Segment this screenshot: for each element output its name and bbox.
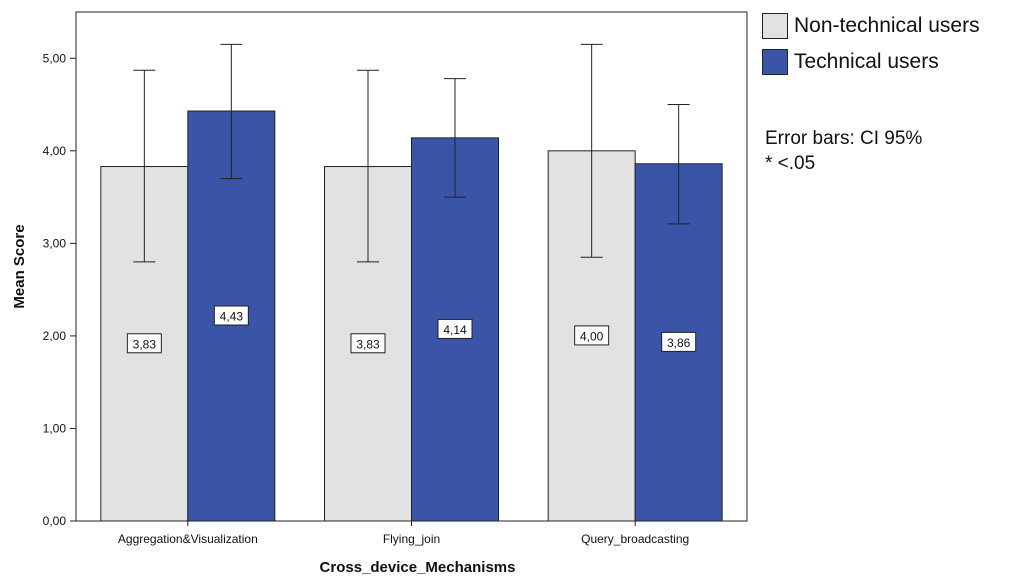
y-axis-ticks: 0,00 1,00 2,00 3,00 4,00 5,00 [43, 51, 76, 528]
y-tick-label: 1,00 [43, 421, 67, 435]
significance-note: * <.05 [765, 153, 816, 174]
y-tick-label: 4,00 [43, 144, 67, 158]
legend-label-technical: Technical users [794, 50, 939, 73]
bars [100, 110, 723, 522]
value-labels: 3,83 4,43 3,83 4,14 4,00 3,86 [126, 305, 697, 354]
value-label-box [437, 318, 473, 339]
value-label-box [661, 331, 697, 352]
chart-note: Error bars: CI 95% * <.05 [765, 126, 922, 176]
value-label-box [574, 325, 610, 346]
bar-chart: 0,00 1,00 2,00 3,00 4,00 5,00 3,83 4,43 3,83 4,1… [11, 11, 748, 576]
legend-item-technical: Technical users [762, 44, 980, 80]
legend-swatch-non-technical [762, 13, 788, 39]
value-label-box [213, 305, 249, 326]
x-tick-label: Query_broadcasting [581, 532, 689, 546]
y-tick-label: 2,00 [43, 329, 67, 343]
value-label: 3,86 [667, 336, 691, 350]
value-label-box [350, 333, 386, 354]
x-axis-label: Cross_device_Mechanisms [320, 559, 516, 576]
value-label: 4,43 [220, 310, 244, 324]
value-label: 3,83 [356, 337, 380, 351]
y-tick-label: 0,00 [43, 514, 67, 528]
value-label: 4,14 [443, 323, 467, 337]
y-tick-label: 5,00 [43, 51, 67, 65]
legend: Non-technical users Technical users [762, 8, 980, 80]
y-axis-label: Mean Score [11, 224, 28, 308]
value-label-box [126, 333, 162, 354]
error-bars [133, 43, 690, 263]
legend-label-non-technical: Non-technical users [794, 14, 980, 37]
x-tick-label: Aggregation&Visualization [118, 532, 258, 546]
legend-swatch-technical [762, 49, 788, 75]
x-axis-ticks: Aggregation&Visualization Flying_join Quer… [118, 521, 689, 546]
y-tick-label: 3,00 [43, 236, 67, 250]
legend-item-non-technical: Non-technical users [762, 8, 980, 44]
x-tick-label: Flying_join [383, 532, 440, 546]
value-label: 3,83 [133, 337, 157, 351]
error-bar-note: Error bars: CI 95% [765, 128, 923, 149]
value-label: 4,00 [580, 329, 604, 343]
